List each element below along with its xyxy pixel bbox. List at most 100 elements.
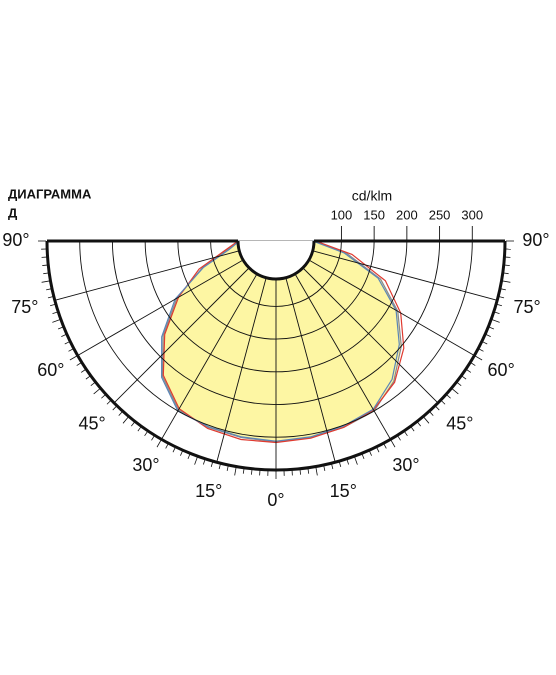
- minor-tick: [354, 456, 358, 465]
- minor-tick: [172, 447, 176, 453]
- grid-spoke: [285, 277, 336, 463]
- minor-tick: [137, 426, 142, 432]
- grid-spoke: [54, 250, 240, 301]
- minor-tick: [118, 411, 123, 416]
- chart-title: ДИАГРАММА: [8, 186, 92, 201]
- angle-tick-label: 90°: [2, 230, 29, 250]
- minor-tick: [218, 464, 221, 470]
- minor-tick: [151, 435, 155, 441]
- minor-tick: [234, 467, 237, 476]
- grid-spoke: [161, 273, 258, 440]
- minor-tick: [390, 439, 396, 448]
- minor-tick: [106, 400, 111, 405]
- grid-spoke: [216, 277, 267, 463]
- minor-tick: [503, 272, 509, 275]
- minor-tick: [383, 443, 387, 449]
- minor-tick: [52, 311, 58, 314]
- minor-tick: [122, 416, 129, 424]
- minor-tick: [187, 454, 191, 460]
- grid-spoke: [302, 267, 439, 404]
- minor-tick: [203, 459, 206, 465]
- minor-tick: [451, 388, 459, 395]
- radial-tick-label: 250: [429, 207, 451, 222]
- minor-tick: [441, 400, 446, 405]
- angle-tick-label: 60°: [37, 360, 64, 380]
- minor-tick: [361, 454, 365, 460]
- minor-tick: [80, 369, 86, 373]
- minor-tick: [165, 443, 169, 449]
- minor-tick: [496, 304, 503, 307]
- minor-tick: [93, 388, 101, 395]
- radial-tick-label: 200: [396, 207, 418, 222]
- minor-tick: [485, 334, 491, 337]
- radial-tick-label: 150: [363, 207, 385, 222]
- minor-tick: [369, 450, 372, 456]
- minor-tick: [466, 369, 472, 373]
- minor-tick: [226, 465, 229, 471]
- grid-spoke: [77, 259, 244, 356]
- minor-tick: [346, 459, 349, 465]
- minor-tick: [323, 465, 326, 471]
- minor-tick: [69, 355, 78, 361]
- angle-tick-label: 30°: [132, 455, 159, 475]
- minor-tick: [502, 280, 511, 283]
- minor-tick: [144, 431, 148, 437]
- minor-tick: [47, 296, 53, 299]
- minor-tick: [76, 362, 82, 366]
- minor-tick: [90, 382, 96, 386]
- minor-tick: [101, 394, 106, 399]
- minor-tick: [376, 447, 380, 453]
- outer-frame: [45, 239, 507, 472]
- angle-tick-label: 45°: [79, 414, 106, 434]
- minor-tick: [112, 406, 117, 411]
- minor-tick: [42, 264, 48, 266]
- angle-tick-label: 60°: [488, 360, 515, 380]
- radial-unit: cd/klm: [352, 188, 392, 204]
- minor-tick: [61, 334, 67, 337]
- minor-tick: [429, 411, 434, 416]
- angle-tick-label: 45°: [446, 414, 473, 434]
- minor-tick: [210, 461, 213, 468]
- inner-hole-edge: [236, 240, 316, 281]
- minor-tick: [417, 421, 421, 427]
- minor-tick: [315, 467, 318, 476]
- minor-tick: [180, 450, 183, 456]
- minor-tick: [156, 439, 162, 448]
- radial-tick-label: 300: [461, 207, 483, 222]
- minor-tick: [52, 319, 61, 323]
- chart-subtitle: Д: [8, 205, 18, 220]
- radial-tick-label: 100: [331, 207, 353, 222]
- minor-tick: [331, 464, 334, 470]
- minor-tick: [500, 288, 506, 291]
- minor-tick: [499, 296, 505, 299]
- minor-tick: [482, 341, 488, 345]
- angle-tick-label: 75°: [514, 297, 541, 317]
- angle-tick-label: 0°: [267, 490, 284, 510]
- intensity-area: [161, 240, 402, 443]
- minor-tick: [299, 469, 301, 475]
- grid-spoke: [312, 250, 498, 301]
- minor-tick: [410, 426, 415, 432]
- minor-tick: [478, 348, 484, 352]
- minor-tick: [339, 461, 342, 468]
- minor-tick: [131, 421, 135, 427]
- minor-tick: [41, 280, 50, 283]
- angle-tick-label: 15°: [330, 481, 357, 501]
- minor-tick: [397, 435, 401, 441]
- minor-tick: [404, 431, 408, 437]
- minor-tick: [491, 319, 500, 323]
- minor-tick: [46, 288, 52, 291]
- inner-hole: [238, 241, 314, 279]
- angle-tick-label: 30°: [392, 455, 419, 475]
- minor-tick: [456, 382, 462, 386]
- minor-tick: [435, 406, 440, 411]
- minor-tick: [49, 304, 56, 307]
- minor-tick: [461, 375, 467, 380]
- angle-tick-label: 90°: [522, 230, 549, 250]
- minor-tick: [307, 468, 310, 474]
- minor-tick: [474, 355, 483, 361]
- minor-tick: [446, 394, 451, 399]
- minor-tick: [489, 326, 495, 330]
- minor-tick: [423, 416, 430, 424]
- grid-spoke: [113, 267, 250, 404]
